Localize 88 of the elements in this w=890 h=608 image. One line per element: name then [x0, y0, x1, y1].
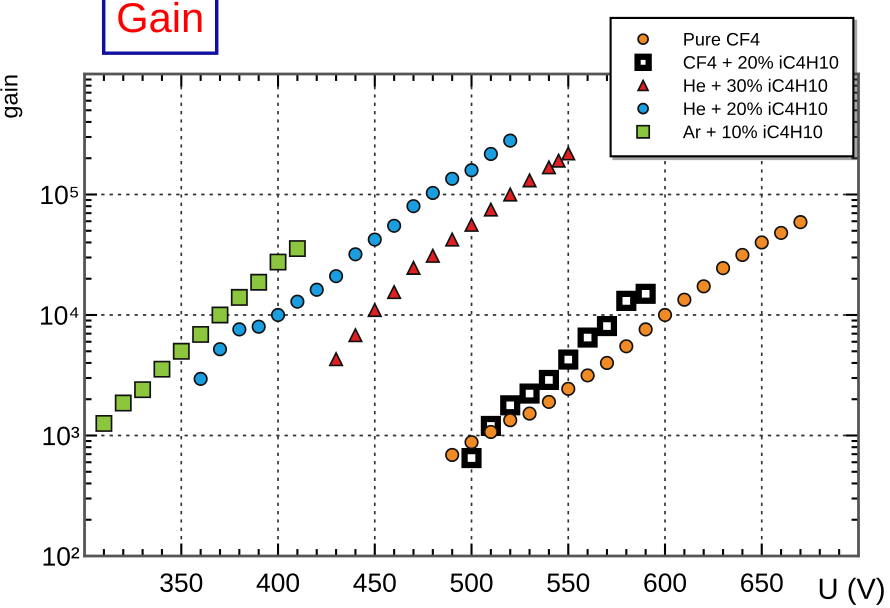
point [328, 352, 344, 366]
point [445, 448, 460, 462]
point [522, 406, 537, 421]
legend-label: He + 20% iC4H10 [684, 102, 828, 116]
point [461, 448, 482, 468]
x-tick-label: 550 [547, 573, 590, 592]
point [328, 269, 344, 284]
point [520, 383, 540, 404]
point [561, 146, 576, 161]
point [484, 202, 498, 217]
point [387, 284, 402, 300]
point [445, 172, 460, 186]
point [716, 261, 730, 276]
point [735, 248, 750, 262]
point [134, 381, 152, 398]
point [368, 302, 382, 318]
point [522, 173, 537, 188]
point [212, 306, 228, 324]
point [616, 290, 636, 311]
point [774, 226, 788, 240]
point [542, 160, 556, 174]
point [348, 328, 363, 342]
x-tick-label: 600 [644, 573, 686, 592]
x-tick-label: 500 [450, 573, 493, 592]
point [552, 154, 566, 168]
y-tick-label: 10³ [44, 426, 80, 446]
point [348, 247, 363, 262]
x-tick-label: 400 [256, 573, 300, 592]
point [619, 339, 634, 354]
point [288, 240, 306, 258]
point [503, 187, 518, 202]
point [230, 288, 248, 306]
point [503, 134, 518, 148]
chart-title: Gain [118, 2, 202, 32]
point [252, 320, 266, 334]
point [172, 342, 190, 360]
point [600, 356, 614, 370]
y-tick-label: 10² [44, 547, 80, 566]
x-tick-label: 450 [353, 573, 396, 592]
point [538, 370, 559, 390]
point [426, 248, 440, 263]
x-axis-title: U (V) [820, 578, 884, 605]
point [464, 435, 479, 450]
point [192, 326, 210, 343]
point [596, 316, 618, 336]
point [696, 279, 711, 294]
point [114, 394, 132, 412]
point [406, 260, 421, 275]
point [754, 235, 769, 250]
point [636, 284, 656, 304]
legend-label: Ar + 10% iC4H10 [682, 124, 822, 138]
point [270, 308, 286, 322]
point [578, 327, 598, 348]
point [426, 186, 440, 200]
point [387, 218, 402, 233]
point [658, 308, 672, 322]
point [558, 349, 578, 370]
point [232, 322, 246, 336]
point [580, 368, 595, 383]
point [368, 232, 382, 247]
point [793, 215, 808, 230]
point [503, 413, 518, 428]
point [445, 232, 460, 247]
point [310, 282, 324, 297]
x-tick-label: 350 [160, 573, 202, 592]
point [194, 372, 208, 386]
point [270, 254, 287, 271]
point [250, 274, 268, 291]
point [406, 199, 421, 214]
legend-label: He + 30% iC4H10 [684, 78, 828, 92]
point [638, 322, 653, 336]
y-axis-title: gain [0, 76, 22, 118]
y-tick-label: 10⁵ [41, 186, 78, 204]
legend-label: Pure CF4 [684, 32, 760, 46]
point [464, 163, 479, 178]
point [290, 294, 304, 309]
point [484, 146, 498, 162]
point [153, 360, 170, 378]
point [561, 382, 576, 396]
point [677, 292, 692, 307]
y-tick-label: 10⁴ [41, 306, 78, 325]
point [500, 395, 520, 416]
legend-label: CF4 + 20% iC4H10 [684, 56, 838, 69]
point [542, 394, 556, 410]
point [464, 218, 479, 232]
x-tick-label: 650 [741, 573, 783, 592]
point [95, 414, 112, 432]
point [212, 342, 228, 356]
